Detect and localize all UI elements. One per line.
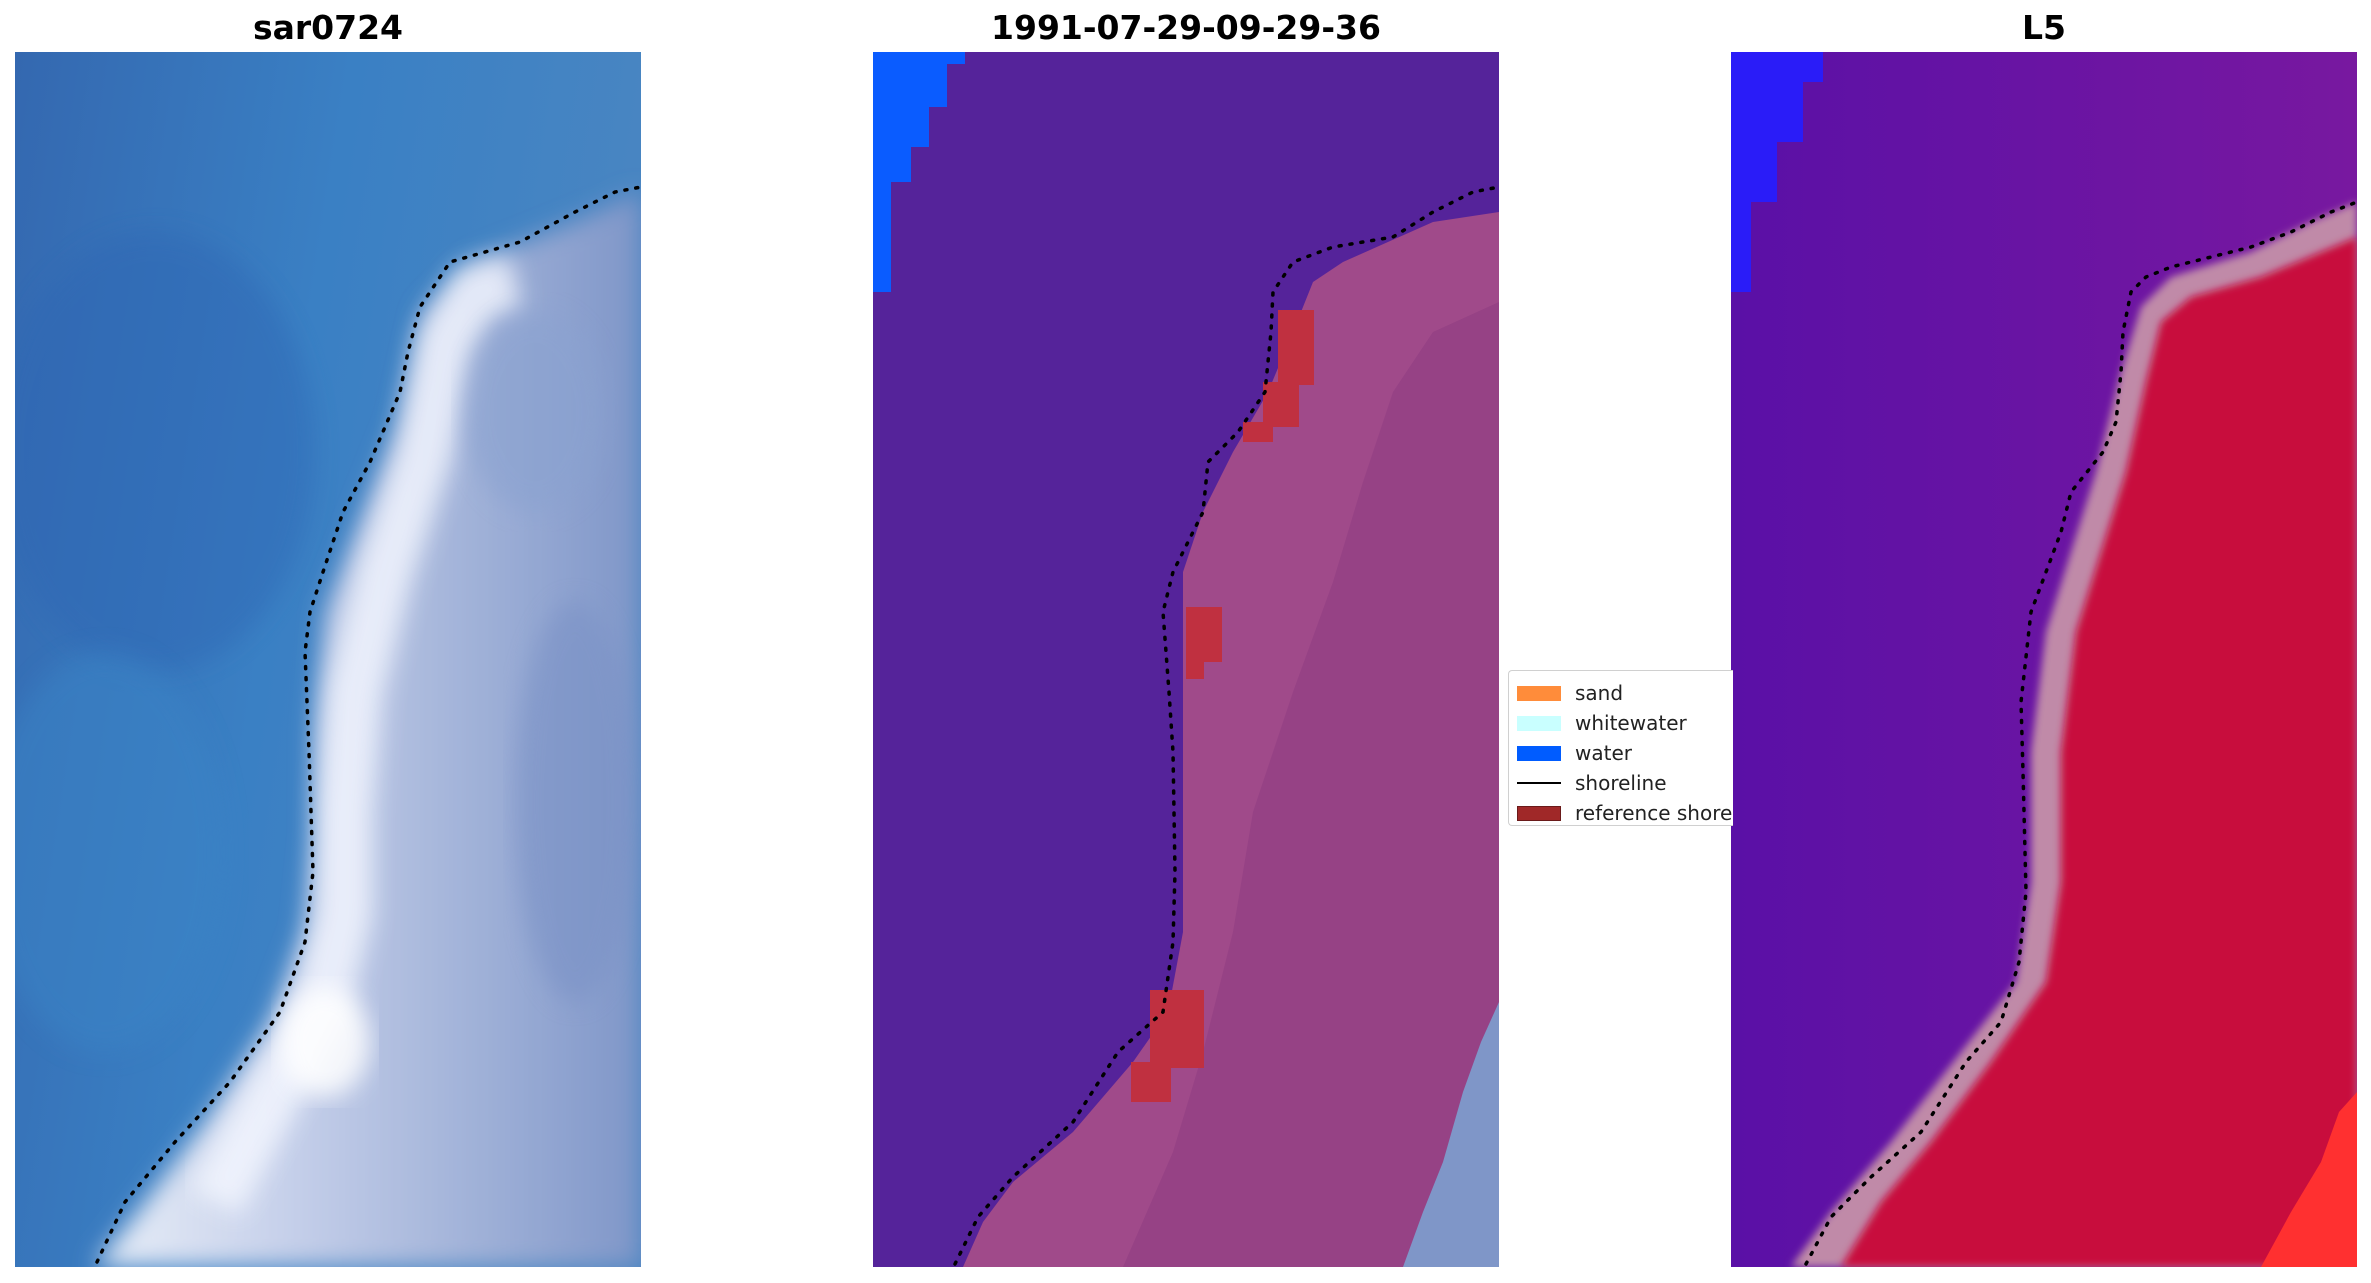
satellite-image-panel — [15, 52, 641, 1267]
legend-item-shoreline: shoreline — [1517, 771, 1667, 795]
legend-label: water — [1575, 741, 1632, 765]
legend-label: whitewater — [1575, 711, 1687, 735]
shoreline-line — [953, 185, 1499, 1266]
legend-item-water: water — [1517, 741, 1632, 765]
panel-title-image: sar0724 — [252, 8, 404, 47]
legend-label: sand — [1575, 681, 1624, 705]
reference-shoreline-swatch — [1517, 805, 1561, 821]
reference-patch — [1278, 310, 1314, 385]
legend-item-sand: sand — [1517, 681, 1623, 705]
legend: sand whitewater water shoreline referenc… — [1508, 670, 1733, 826]
panel-title-index: L5 — [2022, 8, 2066, 47]
water-swatch — [1517, 745, 1561, 761]
legend-item-whitewater: whitewater — [1517, 711, 1687, 735]
shoreline-line — [95, 185, 641, 1264]
legend-item-reference-shoreline: reference shoreline — [1517, 801, 1733, 825]
panel-title-classification: 1991-07-29-09-29-36 — [991, 8, 1381, 47]
legend-label: shoreline — [1575, 771, 1667, 795]
classification-panel — [873, 52, 1499, 1267]
whitewater-swatch — [1517, 715, 1561, 731]
index-image — [1731, 52, 2357, 1267]
shoreline-line-swatch — [1517, 782, 1561, 784]
classification-image — [873, 52, 1499, 1267]
legend-label: reference shoreline — [1575, 801, 1733, 825]
index-panel — [1731, 52, 2357, 1267]
sand-swatch — [1517, 685, 1561, 701]
satellite-image — [15, 52, 641, 1267]
